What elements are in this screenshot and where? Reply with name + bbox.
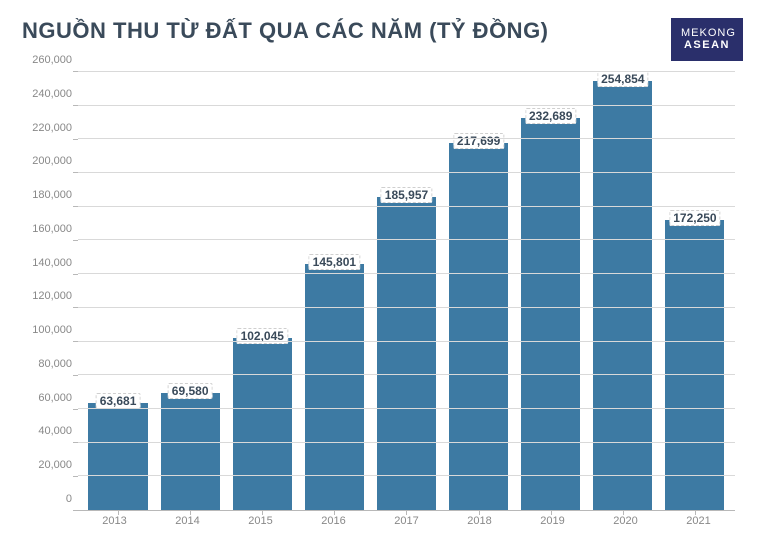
y-axis-label: 140,000 [22, 257, 72, 269]
y-tick [73, 307, 78, 308]
y-tick [73, 375, 78, 376]
chart-title: NGUỒN THU TỪ ĐẤT QUA CÁC NĂM (TỶ ĐỒNG) [22, 18, 549, 44]
x-axis-label: 2013 [78, 515, 151, 533]
y-tick [73, 510, 78, 511]
gridline [78, 475, 735, 476]
y-axis-label: 80,000 [22, 358, 72, 370]
bar: 254,854 [593, 81, 652, 510]
y-axis-label: 40,000 [22, 425, 72, 437]
bar: 185,957 [377, 197, 436, 510]
y-tick [73, 172, 78, 173]
bar: 69,580 [161, 393, 220, 510]
bar: 63,681 [88, 403, 147, 510]
y-axis-label: 220,000 [22, 122, 72, 134]
gridline [78, 341, 735, 342]
gridline [78, 408, 735, 409]
y-tick [73, 105, 78, 106]
bar-value-label: 232,689 [525, 108, 576, 124]
y-axis-label: 20,000 [22, 459, 72, 471]
bar-value-label: 102,045 [237, 328, 288, 344]
y-tick [73, 274, 78, 275]
x-axis-label: 2017 [370, 515, 443, 533]
y-tick [73, 206, 78, 207]
logo-text-2: ASEAN [681, 40, 733, 52]
x-axis-labels: 201320142015201620172018201920202021 [78, 515, 735, 533]
bar-value-label: 63,681 [96, 393, 141, 409]
gridline [78, 71, 735, 72]
y-tick [73, 476, 78, 477]
y-axis-label: 160,000 [22, 223, 72, 235]
x-axis-label: 2018 [443, 515, 516, 533]
y-tick [73, 442, 78, 443]
x-axis-label: 2015 [224, 515, 297, 533]
x-axis-label: 2021 [662, 515, 735, 533]
logo-text-1: MEKONG [681, 28, 733, 40]
y-axis-label: 180,000 [22, 189, 72, 201]
gridline [78, 239, 735, 240]
x-axis-label: 2020 [589, 515, 662, 533]
x-axis-label: 2014 [151, 515, 224, 533]
gridline [78, 442, 735, 443]
gridline [78, 138, 735, 139]
bar: 217,699 [449, 143, 508, 510]
gridline [78, 273, 735, 274]
bar: 145,801 [305, 264, 364, 510]
y-axis-label: 0 [22, 493, 72, 505]
y-axis-label: 60,000 [22, 392, 72, 404]
y-axis-label: 260,000 [22, 54, 72, 66]
gridline [78, 374, 735, 375]
y-tick [73, 341, 78, 342]
bar-value-label: 69,580 [168, 383, 213, 399]
chart-area: 63,68169,580102,045145,801185,957217,699… [22, 68, 743, 541]
gridline [78, 105, 735, 106]
bar-value-label: 254,854 [597, 71, 648, 87]
gridline [78, 206, 735, 207]
bar-value-label: 172,250 [669, 210, 720, 226]
y-tick [73, 71, 78, 72]
y-tick [73, 409, 78, 410]
bar: 102,045 [233, 338, 292, 510]
x-axis-label: 2019 [516, 515, 589, 533]
bar-value-label: 217,699 [453, 133, 504, 149]
y-axis-label: 100,000 [22, 324, 72, 336]
bar: 232,689 [521, 118, 580, 510]
chart-header: NGUỒN THU TỪ ĐẤT QUA CÁC NĂM (TỶ ĐỒNG) M… [0, 0, 765, 69]
x-axis-label: 2016 [297, 515, 370, 533]
y-axis-label: 120,000 [22, 290, 72, 302]
y-tick [73, 240, 78, 241]
plot-area: 63,68169,580102,045145,801185,957217,699… [78, 72, 735, 511]
brand-logo: MEKONG ASEAN [671, 18, 743, 61]
y-axis-label: 240,000 [22, 88, 72, 100]
y-tick [73, 139, 78, 140]
gridline [78, 172, 735, 173]
bar: 172,250 [665, 220, 724, 510]
bar-value-label: 145,801 [309, 254, 360, 270]
bar-value-label: 185,957 [381, 187, 432, 203]
y-axis-label: 200,000 [22, 155, 72, 167]
gridline [78, 307, 735, 308]
